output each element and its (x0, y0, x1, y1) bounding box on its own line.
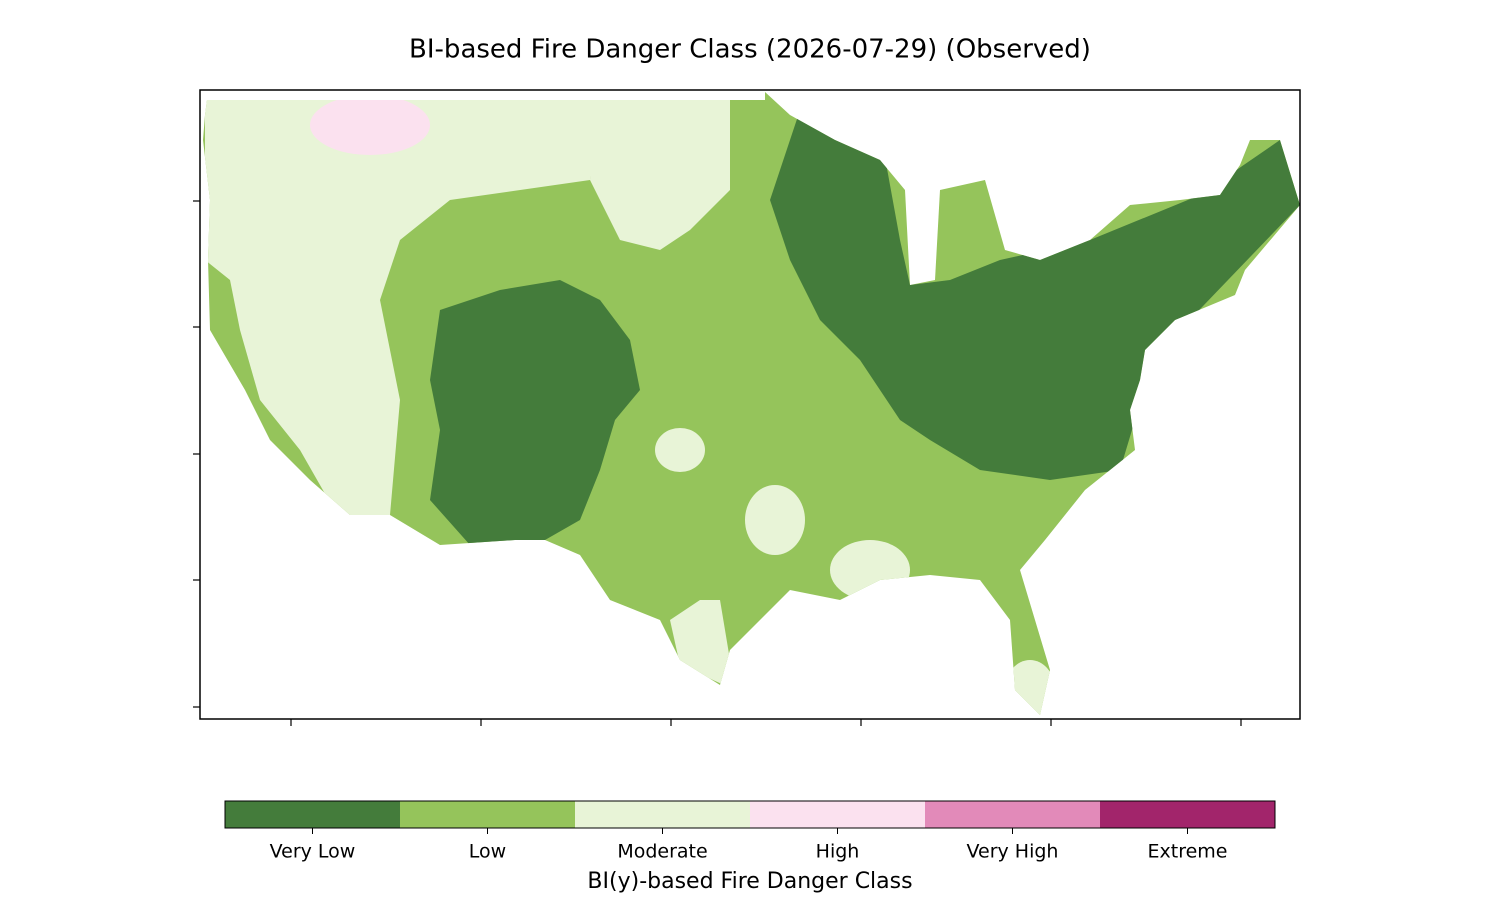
region-moderate (590, 95, 730, 250)
colorbar-swatch (925, 801, 1100, 828)
colorbar-class-label: Extreme (1148, 841, 1228, 863)
region-moderate (205, 95, 600, 520)
colorbar-swatch (400, 801, 575, 828)
colorbar-label: BI(y)-based Fire Danger Class (587, 869, 912, 894)
colorbar-class-label: Moderate (617, 841, 707, 863)
colorbar-frame (224, 800, 1276, 829)
map (203, 92, 1300, 715)
colorbar: Very Low Low Moderate High Very High Extreme (224, 800, 1276, 863)
region-very-low (430, 280, 640, 545)
colorbar-swatch (225, 801, 400, 828)
colorbar-class-label: Low (469, 841, 506, 863)
region-moderate (745, 485, 805, 555)
region-moderate (1005, 660, 1055, 715)
colorbar-class-label: High (816, 841, 860, 863)
colorbar-class-label: Very High (967, 841, 1059, 863)
region-high (310, 95, 430, 155)
colorbar-swatch (575, 801, 750, 828)
axis-ticks (193, 200, 1242, 726)
map-frame (199, 89, 1301, 720)
map-title: BI-based Fire Danger Class (2026-07-29) … (409, 35, 1091, 65)
region-moderate (655, 428, 705, 472)
region-very-low (770, 110, 1300, 480)
colorbar-swatch (1100, 801, 1275, 828)
colorbar-swatch (750, 801, 925, 828)
region-moderate (830, 540, 910, 600)
colorbar-class-label: Very Low (270, 841, 356, 863)
